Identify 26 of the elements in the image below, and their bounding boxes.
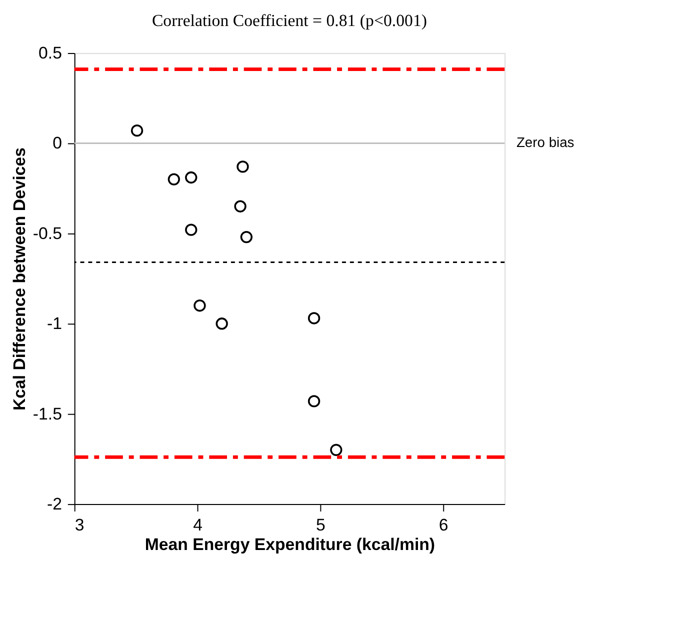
point	[330, 444, 342, 456]
point	[185, 171, 198, 184]
x-tick-label: 3	[74, 515, 84, 534]
y-tick-label: -1	[46, 314, 62, 334]
x-axis-title: Mean Energy Expenditure (kcal/min)	[144, 535, 436, 554]
chart-title: Correlation Coefficient = 0.81 (p<0.001)	[152, 11, 427, 30]
point	[194, 300, 206, 312]
y-tick-label: -2	[46, 494, 62, 514]
point	[308, 395, 320, 408]
point	[234, 200, 246, 212]
point	[130, 124, 144, 137]
y-tick-label: -0.5	[32, 224, 62, 243]
point	[240, 230, 253, 244]
point	[308, 312, 320, 324]
y-tick-label: 0	[52, 134, 62, 153]
x-tick-label: 4	[193, 515, 202, 534]
y-tick-label: 0.5	[38, 43, 62, 62]
y-axis-title: Kcal Difference between Devices	[10, 147, 29, 411]
point	[236, 160, 249, 173]
point	[168, 173, 180, 186]
point	[216, 318, 228, 330]
y-tick-label: -1.5	[32, 404, 62, 424]
point	[185, 224, 198, 236]
ref-line-label: Zero bias	[516, 134, 574, 150]
x-tick-label: 5	[316, 515, 326, 534]
x-tick-label: 6	[438, 515, 448, 534]
